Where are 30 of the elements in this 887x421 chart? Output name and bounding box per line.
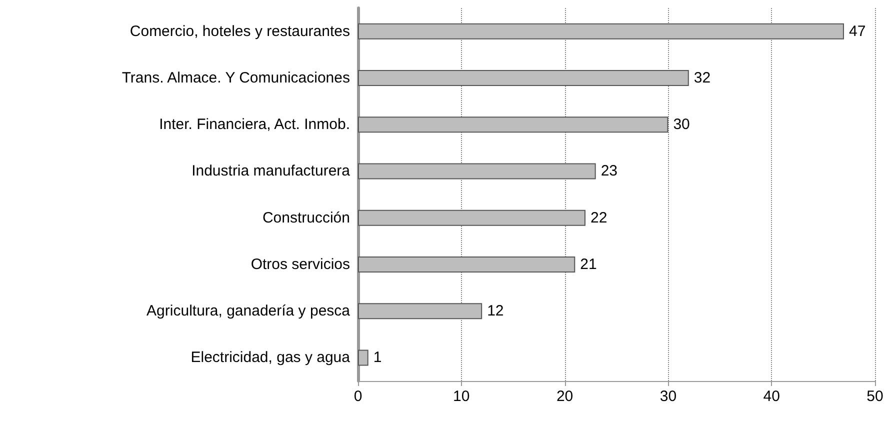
y-tick-label: Inter. Financiera, Act. Inmob.: [159, 116, 350, 134]
data-label: 32: [694, 69, 711, 86]
data-label: 1: [373, 349, 382, 366]
y-tick-label: Agricultura, ganadería y pesca: [146, 302, 351, 320]
y-tick-label: Construcción: [262, 209, 350, 226]
bar: [358, 350, 368, 366]
data-label: 47: [848, 22, 866, 40]
y-tick-label: Comercio, hoteles y restaurantes: [130, 22, 350, 40]
data-label: 23: [600, 162, 618, 180]
data-label: 21: [580, 256, 597, 273]
x-tick-label: 20: [556, 388, 574, 405]
x-tick-label: 10: [453, 388, 470, 405]
data-label: 30: [673, 116, 690, 134]
x-tick-label: 30: [660, 388, 677, 405]
bar: [358, 210, 586, 226]
bar: [358, 116, 668, 133]
bar: [358, 303, 482, 320]
bar: [358, 256, 576, 272]
x-tick-label: 40: [763, 388, 780, 405]
x-tick-label: 0: [354, 388, 362, 405]
y-tick-label: Otros servicios: [250, 256, 350, 273]
data-label: 12: [487, 302, 504, 320]
y-tick-label: Trans. Almace. Y Comunicaciones: [122, 69, 350, 86]
data-label: 22: [590, 209, 608, 226]
bar: [358, 23, 844, 40]
bar: [358, 163, 596, 180]
bar: [358, 70, 689, 86]
x-tick-label: 50: [866, 388, 884, 405]
y-tick-label: Industria manufacturera: [192, 162, 351, 180]
y-tick-label: Electricidad, gas y agua: [190, 349, 351, 366]
